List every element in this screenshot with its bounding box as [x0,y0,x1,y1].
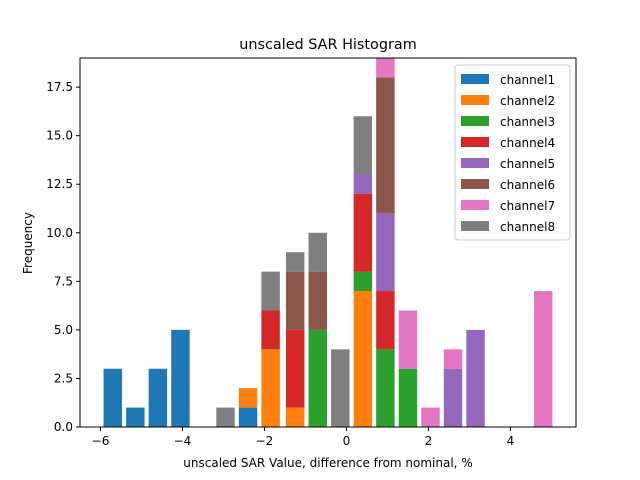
legend-box [454,64,571,241]
x-tick-label: −2 [256,434,274,448]
legend-label-channel3: channel3 [500,115,555,129]
bar-channel1-bin-2 [148,368,168,427]
bar-channel3-bin-11 [376,349,395,427]
bar-channel7-bin-12 [398,310,418,369]
bar-channel8-bin-6 [261,271,280,311]
y-axis-ticks: 0.0 2.5 5.0 7.5 10.0 12.5 15.0 17.5 [46,80,80,434]
y-tick-label: 12.5 [46,177,73,191]
bar-channel3-bin-10 [353,271,373,292]
legend-swatch-channel5 [461,158,489,168]
legend-swatch-channel4 [461,137,489,147]
x-tick-label: −4 [174,434,192,448]
bars-layer [103,58,553,427]
bar-channel1-bin-1 [126,407,145,427]
bar-channel6-bin-8 [308,271,327,330]
y-tick-label: 0.0 [54,420,73,434]
bar-channel4-bin-11 [376,291,395,350]
x-tick-label: −6 [92,434,110,448]
bar-channel6-bin-11 [376,77,395,214]
bar-channel2-bin-5 [238,388,258,408]
legend-label-channel1: channel1 [500,73,555,87]
bar-channel2-bin-7 [285,407,305,427]
bar-channel1-bin-0 [103,368,123,427]
bar-channel4-bin-7 [285,329,305,408]
y-axis-label: Frequency [21,212,35,274]
y-tick-label: 15.0 [46,129,73,143]
y-tick-label: 17.5 [46,80,73,94]
x-tick-label: 0 [343,434,351,448]
legend-swatch-channel3 [461,116,489,126]
bar-channel3-bin-12 [398,368,418,427]
bar-channel5-bin-14 [443,368,463,427]
bar-channel5-bin-15 [466,329,485,427]
bar-channel7-bin-14 [443,349,463,369]
bar-channel8-bin-9 [331,349,350,427]
legend: channel1 channel2 channel3 channel4 channel5… [454,64,571,241]
bar-channel7-bin-16 [533,291,553,427]
legend-swatch-channel7 [461,200,489,210]
chart-title: unscaled SAR Histogram [239,37,417,53]
bar-channel5-bin-11 [376,213,395,292]
bar-channel2-bin-6 [261,349,280,427]
x-tick-label: 2 [425,434,433,448]
bar-channel4-bin-10 [353,193,373,272]
legend-label-channel6: channel6 [500,178,555,192]
legend-label-channel4: channel4 [500,136,555,150]
legend-swatch-channel2 [461,95,489,105]
bar-channel8-bin-7 [285,252,305,272]
legend-swatch-channel1 [461,74,489,84]
bar-channel7-bin-11 [376,58,395,78]
bar-channel1-bin-3 [171,329,190,427]
x-axis-ticks: −6 −4 −2 0 2 4 [92,427,515,448]
y-tick-label: 5.0 [54,323,73,337]
bar-channel6-bin-7 [285,271,305,330]
bar-channel3-bin-8 [308,329,327,427]
bar-channel4-bin-6 [261,310,280,350]
bar-channel2-bin-10 [353,291,373,427]
axes-frame [79,57,577,428]
bar-channel8-bin-4 [216,407,235,427]
legend-swatch-channel8 [461,221,489,231]
x-tick-label: 4 [507,434,515,448]
bar-channel8-bin-10 [353,116,373,175]
legend-label-channel8: channel8 [500,220,555,234]
bar-channel8-bin-8 [308,232,327,272]
bar-channel5-bin-10 [353,174,373,194]
y-tick-label: 7.5 [54,274,73,288]
y-tick-label: 10.0 [46,226,73,240]
y-tick-label: 2.5 [54,371,73,385]
legend-label-channel7: channel7 [500,199,555,213]
bar-channel7-bin-13 [421,407,440,427]
bar-channel1-bin-5 [238,407,258,427]
legend-swatch-channel6 [461,179,489,189]
x-axis-label: unscaled SAR Value, difference from nomi… [183,456,472,470]
legend-label-channel2: channel2 [500,94,555,108]
legend-label-channel5: channel5 [500,157,555,171]
